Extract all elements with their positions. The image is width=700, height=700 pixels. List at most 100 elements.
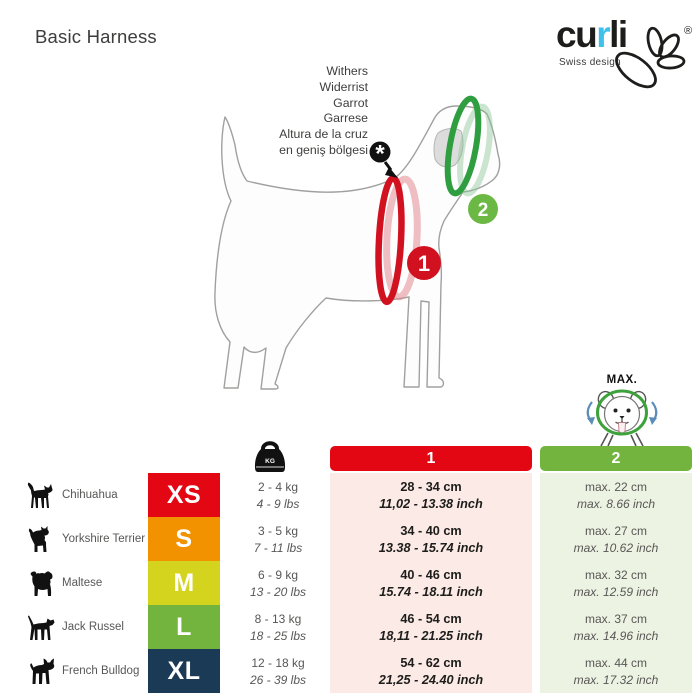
table-row: French Bulldog XL 12 - 18 kg 26 - 39 lbs… xyxy=(0,649,700,693)
girth-inch: 15.74 - 18.11 inch xyxy=(379,584,483,599)
size-badge: M xyxy=(148,561,220,605)
neck-ring-faint xyxy=(457,103,493,197)
head-max-diagram xyxy=(586,389,658,447)
rotate-arrow-left-head xyxy=(587,417,595,425)
weight-lbs: 26 - 39 lbs xyxy=(249,672,307,687)
girth-inch: 21,25 - 24.40 inch xyxy=(378,672,484,687)
size-badge: XL xyxy=(148,649,220,693)
girth-cm: 46 - 54 cm xyxy=(400,611,462,626)
girth-cm: 34 - 40 cm xyxy=(400,523,462,538)
registered-mark: ® xyxy=(684,25,692,37)
neck-ring-badge xyxy=(468,194,498,224)
girth-ring-badge xyxy=(407,246,441,280)
girth-column-header-label: 1 xyxy=(426,449,436,467)
breed-icon-cell xyxy=(22,517,60,561)
neck-column-header-label: 2 xyxy=(611,449,621,467)
page-title: Basic Harness xyxy=(35,26,157,47)
neck-cm: max. 37 cm xyxy=(584,611,647,626)
neck-inch: max. 14.96 inch xyxy=(573,628,659,643)
girth-inch: 18,11 - 21.25 inch xyxy=(379,628,483,643)
french-bulldog-icon xyxy=(30,658,55,684)
max-label: MAX. xyxy=(606,374,638,386)
breed-name: Maltese xyxy=(62,577,103,589)
kg-handle xyxy=(261,441,279,451)
table-row: Jack Russel L 8 - 13 kg 18 - 25 lbs 46 -… xyxy=(0,605,700,649)
girth-cm: 54 - 62 cm xyxy=(400,655,462,670)
kg-label: KG xyxy=(265,458,275,465)
maltese-icon xyxy=(30,571,53,596)
girth-cm: 40 - 46 cm xyxy=(400,567,462,582)
kg-weight-icon: KG xyxy=(254,441,286,472)
flower-petal-right xyxy=(656,54,686,70)
puppy-nose xyxy=(619,416,625,420)
neck-inch: max. 10.62 inch xyxy=(573,540,659,555)
puppy-tongue xyxy=(618,422,626,434)
neck-column-bg xyxy=(540,473,692,693)
neck-ring-badge-label: 2 xyxy=(478,200,489,221)
neck-cm: max. 44 cm xyxy=(584,655,647,670)
brand-part1: cu xyxy=(556,14,598,55)
puppy-leg-lines xyxy=(600,432,644,447)
head-max-ring xyxy=(596,389,648,436)
girth-inch: 13.38 - 15.74 inch xyxy=(378,540,484,555)
weight-lbs: 7 - 11 lbs xyxy=(253,540,303,555)
withers-label: Withers xyxy=(326,64,368,78)
withers-label: Altura de la cruz xyxy=(279,127,368,142)
curli-logo: curli Swiss design ® xyxy=(550,6,698,96)
neck-cm: max. 22 cm xyxy=(584,479,647,494)
neck-cm: max. 32 cm xyxy=(584,567,647,582)
asterisk-badge xyxy=(369,141,391,163)
weight-kg: 2 - 4 kg xyxy=(257,479,299,494)
girth-ring xyxy=(375,174,405,306)
neck-inch: max. 8.66 inch xyxy=(576,496,656,511)
asterisk-icon: * xyxy=(375,141,385,168)
table-row: Chihuahua XS 2 - 4 kg 4 - 9 lbs 28 - 34 … xyxy=(0,473,700,517)
yorkshire-terrier-icon xyxy=(28,526,49,552)
neck-inch: max. 12.59 inch xyxy=(573,584,659,599)
weight-lbs: 13 - 20 lbs xyxy=(249,584,307,599)
table-row: Yorkshire Terrier S 3 - 5 kg 7 - 11 lbs … xyxy=(0,517,700,561)
puppy-eye-left xyxy=(613,408,618,413)
flower-petal-large xyxy=(615,51,657,89)
weight-kg: 12 - 18 kg xyxy=(251,655,305,670)
weight-kg: 6 - 9 kg xyxy=(257,567,299,582)
neck-inch: max. 17.32 inch xyxy=(573,672,659,687)
size-badge: S xyxy=(148,517,220,561)
brand-part2: li xyxy=(609,14,628,55)
weight-kg: 3 - 5 kg xyxy=(257,523,299,538)
neck-ring xyxy=(444,95,482,197)
puppy-eye-right xyxy=(626,408,631,413)
neck-cm: max. 27 cm xyxy=(584,523,647,538)
breed-icon-cell xyxy=(22,649,60,693)
withers-label: Widerrist xyxy=(319,79,368,94)
weight-lbs: 18 - 25 lbs xyxy=(249,628,307,643)
rotate-arrow-right-head xyxy=(649,417,657,425)
table-row: Maltese M 6 - 9 kg 13 - 20 lbs 40 - 46 c… xyxy=(0,561,700,605)
brand-tagline: Swiss design xyxy=(559,57,621,68)
neck-column-header: 2 xyxy=(540,446,692,471)
girth-column-bg xyxy=(330,473,532,693)
kg-body xyxy=(254,449,286,472)
breed-name: Chihuahua xyxy=(62,489,118,501)
flower-icon: ® xyxy=(615,25,692,89)
flower-petal-upright xyxy=(658,33,680,59)
withers-label: en geniş bölgesi xyxy=(279,142,368,157)
girth-ring-badge-label: 1 xyxy=(418,251,430,276)
weight-lbs: 4 - 9 lbs xyxy=(256,496,300,511)
breed-name: Yorkshire Terrier xyxy=(62,533,146,545)
size-badge: L xyxy=(148,605,220,649)
breed-icon-cell xyxy=(22,605,60,649)
size-badge: XS xyxy=(148,473,220,517)
chihuahua-icon xyxy=(27,482,53,508)
girth-ring-faint xyxy=(383,175,421,301)
weight-kg: 8 - 13 kg xyxy=(254,611,302,626)
breed-name: Jack Russel xyxy=(62,621,124,633)
girth-cm: 28 - 34 cm xyxy=(400,479,462,494)
girth-inch: 11,02 - 13.38 inch xyxy=(379,496,483,511)
withers-label: Garrese xyxy=(323,111,368,126)
breed-name: French Bulldog xyxy=(62,665,140,677)
flower-petal-up xyxy=(646,26,664,58)
breed-icon-cell xyxy=(22,473,60,517)
brand-part-r: r xyxy=(596,14,610,55)
